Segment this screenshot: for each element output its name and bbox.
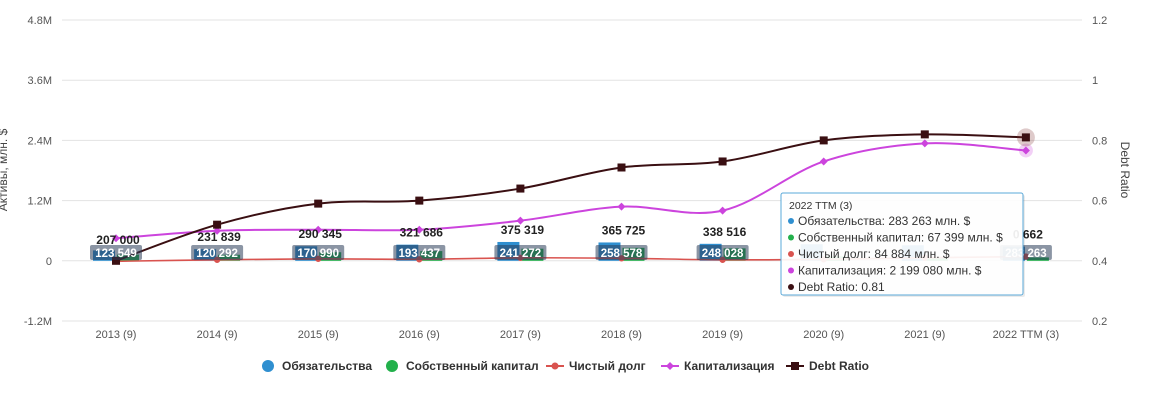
- tooltip-bullet: [788, 251, 794, 257]
- legend-marker[interactable]: [551, 362, 559, 370]
- legend-item-label: Debt Ratio: [809, 359, 869, 373]
- y2-tick-label: 0.8: [1092, 135, 1107, 147]
- data-label-bg: [191, 245, 244, 260]
- data-label-sobstvenny-kapital: 170 990: [297, 248, 339, 260]
- y-tick-label: 0: [46, 256, 52, 268]
- data-label-obyazatelstva: 290 345: [299, 227, 343, 241]
- y-axis-title: Активы, млн. $: [0, 128, 10, 211]
- y2-axis-title: Debt Ratio: [1118, 142, 1132, 199]
- tooltip-bullet: [788, 284, 794, 290]
- x-tick-label: 2019 (9): [702, 329, 743, 341]
- data-label-sobstvenny-kapital: 241 272: [500, 248, 542, 260]
- x-tick-label: 2017 (9): [500, 329, 541, 341]
- point-kapitalizatsiya[interactable]: [1021, 146, 1030, 155]
- point-debt-ratio[interactable]: [213, 220, 222, 229]
- data-label-obyazatelstva: 338 516: [703, 225, 747, 239]
- point-kapitalizatsiya[interactable]: [617, 202, 626, 211]
- x-tick-label: 2021 (9): [904, 329, 945, 341]
- point-kapitalizatsiya[interactable]: [920, 139, 929, 148]
- tooltip-row: Чистый долг: 84 884 млн. $: [798, 247, 950, 261]
- point-debt-ratio[interactable]: [516, 184, 525, 193]
- line-debt-ratio: [115, 133, 1026, 262]
- tooltip-row: Капитализация: 2 199 080 млн. $: [798, 264, 982, 278]
- legend-marker[interactable]: [386, 360, 398, 372]
- point-debt-ratio[interactable]: [718, 157, 727, 166]
- point-debt-ratio[interactable]: [819, 136, 828, 145]
- y2-tick-label: 0.2: [1092, 316, 1107, 328]
- data-label-sobstvenny-kapital: 258 578: [601, 248, 643, 260]
- data-label-sobstvenny-kapital: 123 549: [95, 248, 137, 260]
- data-label-bg: [595, 245, 648, 260]
- data-label-obyazatelstva: 375 319: [501, 223, 545, 237]
- legend-item-label: Капитализация: [684, 359, 775, 373]
- data-label-obyazatelstva: 207 000: [96, 233, 140, 247]
- point-kapitalizatsiya[interactable]: [516, 216, 525, 225]
- data-label-sobstvenny-kapital: 120 292: [196, 248, 238, 260]
- tooltip-row: Собственный капитал: 67 399 млн. $: [798, 231, 1003, 245]
- legend-item-label: Чистый долг: [569, 359, 646, 373]
- x-tick-label: 2018 (9): [601, 329, 642, 341]
- point-debt-ratio[interactable]: [112, 256, 120, 265]
- point-kapitalizatsiya[interactable]: [819, 157, 828, 166]
- tooltip-row: Обязательства: 283 263 млн. $: [798, 214, 971, 228]
- point-kapitalizatsiya[interactable]: [718, 206, 727, 215]
- point-kapitalizatsiya[interactable]: [415, 225, 424, 234]
- tooltip-row: Debt Ratio: 0.81: [798, 280, 885, 294]
- data-label-bg: [696, 245, 749, 260]
- point-debt-ratio[interactable]: [920, 130, 929, 139]
- y-tick-label: 1.2M: [28, 196, 52, 208]
- x-tick-label: 2015 (9): [298, 329, 339, 341]
- legend-item-label: Обязательства: [282, 359, 372, 373]
- point-debt-ratio[interactable]: [314, 199, 323, 208]
- y2-tick-label: 0.4: [1092, 256, 1107, 268]
- legend-item-label: Собственный капитал: [406, 359, 539, 373]
- data-label-obyazatelstva: 321 686: [400, 226, 444, 240]
- y2-tick-label: 1.2: [1092, 15, 1107, 27]
- tooltip-bullet: [788, 218, 794, 224]
- legend-marker[interactable]: [666, 362, 674, 370]
- legend-marker[interactable]: [262, 360, 274, 372]
- data-label-obyazatelstva: 231 839: [197, 230, 241, 244]
- point-kapitalizatsiya[interactable]: [112, 234, 120, 243]
- x-tick-label: 2022 TTM (3): [993, 329, 1059, 341]
- tooltip-box: [780, 192, 1024, 296]
- y-tick-label: 3.6M: [28, 75, 52, 87]
- x-tick-label: 2014 (9): [197, 329, 238, 341]
- legend-marker[interactable]: [791, 362, 799, 370]
- data-label-bg: [393, 245, 446, 260]
- data-label-bg: [292, 245, 345, 260]
- data-label-sobstvenny-kapital: 248 028: [702, 248, 744, 260]
- point-debt-ratio[interactable]: [1021, 133, 1030, 142]
- tooltip-title: 2022 TTM (3): [789, 200, 852, 212]
- y2-tick-label: 0.6: [1092, 196, 1107, 208]
- point-debt-ratio[interactable]: [415, 196, 424, 205]
- data-label-bg: [90, 245, 142, 260]
- tooltip-bullet: [788, 234, 794, 241]
- point-kapitalizatsiya[interactable]: [213, 226, 222, 235]
- data-label-bg: [494, 245, 547, 260]
- x-tick-label: 2016 (9): [399, 329, 440, 341]
- y-tick-label: 4.8M: [28, 15, 52, 27]
- y-tick-label: -1.2M: [24, 316, 52, 328]
- x-tick-label: 2013 (9): [96, 329, 137, 341]
- y-tick-label: 2.4M: [28, 135, 52, 147]
- x-tick-label: 2020 (9): [803, 329, 844, 341]
- y2-tick-label: 1: [1092, 75, 1098, 87]
- line-kapitalizatsiya: [115, 142, 1026, 240]
- tooltip-bullet: [788, 267, 794, 274]
- point-kapitalizatsiya[interactable]: [314, 225, 323, 234]
- point-debt-ratio[interactable]: [617, 163, 626, 172]
- data-label-sobstvenny-kapital: 193 437: [399, 248, 441, 260]
- data-label-obyazatelstva: 365 725: [602, 223, 646, 237]
